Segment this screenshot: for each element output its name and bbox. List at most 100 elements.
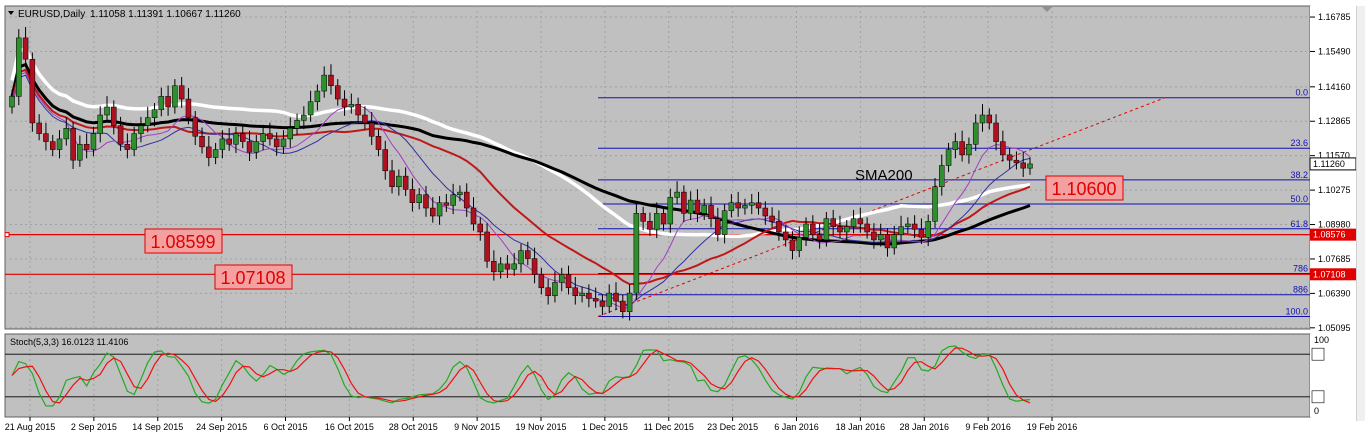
candle-bear <box>178 85 185 100</box>
time-axis-label: 14 Sep 2015 <box>132 422 183 432</box>
candle-bull <box>497 263 504 273</box>
fib-level-label: 50.0 <box>1290 194 1308 204</box>
candle-bear <box>993 122 999 142</box>
one-click-trading-triangle-icon[interactable] <box>1042 7 1052 12</box>
hline-anchor-marker <box>4 232 10 238</box>
candle-bull <box>77 143 83 161</box>
level-label-1: 1.10600 <box>1051 179 1116 199</box>
candle-bear <box>382 149 389 172</box>
candle-bull <box>925 221 931 238</box>
candle-bull <box>823 218 830 241</box>
level-box-3[interactable] <box>214 264 293 290</box>
candle-bear <box>409 189 416 203</box>
stoch-main-line <box>11 345 1031 407</box>
candle-bull <box>626 292 633 312</box>
candle-bull <box>90 133 97 150</box>
candle-bull <box>301 114 307 121</box>
candle-bear <box>362 114 368 124</box>
candle-bear <box>199 136 205 148</box>
hline-price-tag-bg <box>1310 268 1356 281</box>
candle-bull <box>280 138 287 148</box>
time-axis-label: 2 Sep 2015 <box>71 422 117 432</box>
candle-bear <box>22 37 29 60</box>
candle-bull <box>552 282 558 297</box>
candle-bear <box>36 122 42 134</box>
candle-bear <box>70 128 76 161</box>
price-tick-label: 1.05095 <box>1318 323 1351 333</box>
price-tick-label: 1.14160 <box>1318 82 1351 92</box>
price-tick-label: 1.10275 <box>1318 185 1351 195</box>
candle-bull <box>945 149 952 166</box>
time-axis-label: 1 Dec 2015 <box>582 422 628 432</box>
candle-bear <box>328 74 334 87</box>
sma200-annotation: SMA200 <box>855 167 913 184</box>
candle-bear <box>267 133 273 140</box>
fib-level-label: 100.0 <box>1285 307 1308 317</box>
candle-bear <box>864 223 870 233</box>
candle-bear <box>599 300 606 307</box>
candle-bull <box>1027 163 1033 169</box>
candle-bear <box>776 221 782 233</box>
candle-bear <box>986 114 993 124</box>
candle-bear <box>470 207 477 225</box>
dropdown-triangle-icon[interactable] <box>8 11 14 15</box>
candle-bear <box>484 231 490 262</box>
candle-bull <box>233 133 239 145</box>
candle-bear <box>504 263 511 270</box>
candle-bull <box>436 202 443 217</box>
candle-bull <box>674 191 680 198</box>
hline-price-tag: 1.07108 <box>1313 269 1346 279</box>
candle-bear <box>572 287 579 297</box>
level-box-1[interactable] <box>1045 175 1124 201</box>
candle-bull <box>898 226 904 235</box>
candle-bull <box>348 104 355 108</box>
candle-bull <box>803 223 809 238</box>
candle-bear <box>49 141 56 150</box>
candle-bear <box>185 98 192 118</box>
candle-bear <box>463 191 470 209</box>
candlesticks <box>9 27 1033 321</box>
candle-bull <box>952 141 959 150</box>
candle-bull <box>63 128 70 140</box>
candle-bull <box>511 263 517 270</box>
candle-bull <box>850 218 857 227</box>
price-tick-label: 1.07685 <box>1318 254 1351 264</box>
level-label-3: 1.07108 <box>220 268 285 288</box>
time-axis-label: 28 Jan 2016 <box>899 422 949 432</box>
candle-bull <box>844 226 850 233</box>
candle-bear <box>708 205 714 219</box>
fibonacci-retracement[interactable]: 0.0 23.6 38.2 50.0 61.8 786 886 100.0 <box>597 88 1310 318</box>
candle-bull <box>932 186 938 222</box>
candle-bear <box>1013 159 1020 164</box>
candle-bear <box>660 213 667 225</box>
time-axis-label: 28 Oct 2015 <box>389 422 438 432</box>
candle-bear <box>43 133 49 142</box>
candle-bear <box>525 250 531 259</box>
stochastic-lines <box>5 345 1310 407</box>
stoch-lower-level-tag <box>1311 390 1325 404</box>
candle-bull <box>653 213 660 230</box>
fib-level-label: 786 <box>1293 263 1308 273</box>
level-box-2[interactable] <box>144 228 223 254</box>
candle-bear <box>423 194 429 209</box>
time-axis-label: 16 Oct 2015 <box>325 422 374 432</box>
current-price-tag: 1.11260 <box>1313 159 1345 169</box>
vertical-scrollbar[interactable] <box>1356 6 1365 421</box>
time-axis-label: 9 Feb 2016 <box>965 422 1011 432</box>
candle-bear <box>226 138 232 145</box>
candle-bull <box>144 117 151 126</box>
candle-bull <box>796 237 803 251</box>
candle-bull <box>891 234 898 249</box>
symbol-label: EURUSD,Daily <box>18 9 85 20</box>
time-axis-label: 19 Nov 2015 <box>515 422 566 432</box>
moving-average-line <box>10 62 1031 246</box>
stoch-axis-label: 0 <box>1314 406 1319 416</box>
candle-bear <box>755 202 762 209</box>
candle-bear <box>443 202 450 206</box>
candle-bull <box>687 199 694 214</box>
price-tick-label: 1.11570 <box>1318 151 1350 161</box>
candle-bear <box>1000 141 1006 156</box>
fib-level-label: 38.2 <box>1290 170 1308 180</box>
candle-bear <box>769 215 775 222</box>
